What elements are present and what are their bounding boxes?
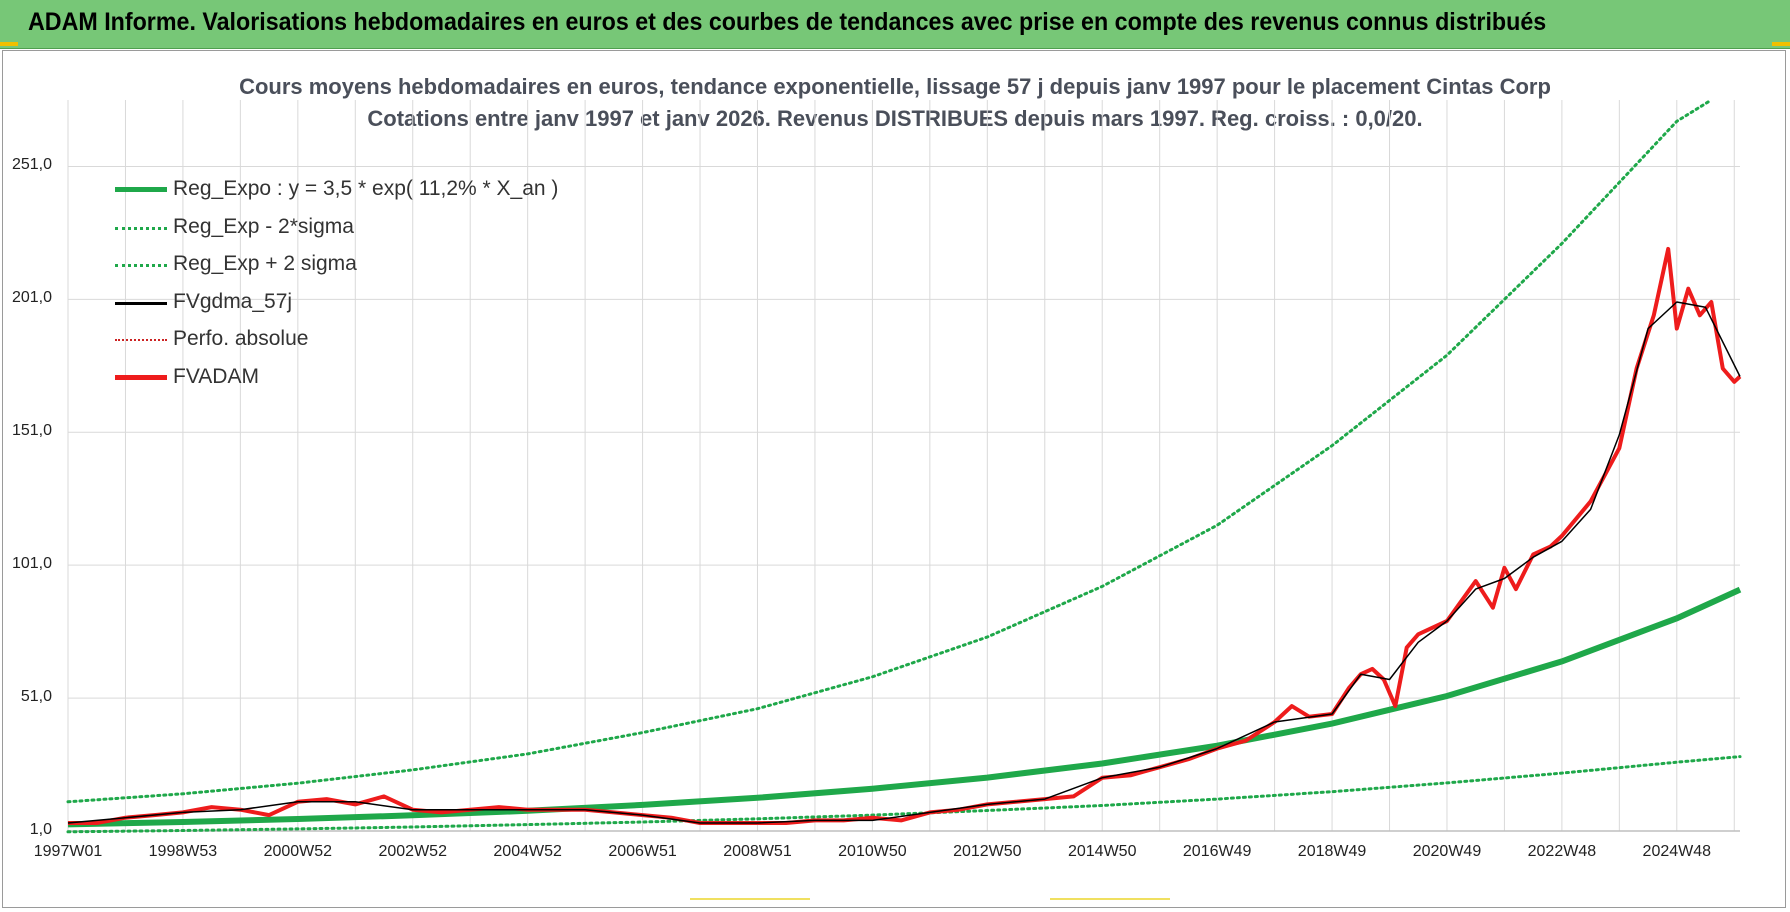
series-reg-minus — [66, 755, 1742, 834]
chart-title: Cours moyens hebdomadaires en euros, ten… — [239, 74, 1551, 99]
x-tick-label: 2024W48 — [1642, 843, 1712, 860]
legend-label-perfo: Perfo. absolue — [173, 327, 309, 350]
x-tick-label: 2012W50 — [953, 843, 1022, 860]
x-tick-label: 2010W50 — [838, 843, 907, 860]
report-banner-title: ADAM Informe. Valorisations hebdomadaire… — [28, 8, 1547, 36]
legend-swatch-fvadam — [115, 374, 167, 380]
legend-label-reg-plus: Reg_Exp + 2 sigma — [173, 252, 357, 275]
x-tick-label: 2002W52 — [378, 843, 447, 860]
legend-swatch-reg-minus — [115, 226, 167, 230]
y-tick-label: 1,0 — [29, 821, 52, 838]
x-tick-label: 2014W50 — [1067, 843, 1137, 860]
x-tick-label: 2020W49 — [1412, 843, 1482, 860]
x-tick-label: 1998W53 — [148, 843, 218, 860]
report-banner: ADAM Informe. Valorisations hebdomadaire… — [0, 0, 1790, 49]
y-tick-label: 101,0 — [11, 555, 52, 573]
legend-swatch-reg-expo — [115, 187, 167, 192]
corner-mark-left — [0, 42, 18, 46]
y-tick-label: 251,0 — [11, 156, 52, 174]
legend-label-fvgdma: FVgdma_57j — [173, 289, 293, 313]
y-tick-label: 151,0 — [11, 422, 52, 440]
y-tick-label: 51,0 — [20, 688, 52, 706]
x-tick-label: 2000W52 — [263, 843, 333, 860]
series-fvadam — [68, 246, 1742, 825]
chart-subtitle: Cotations entre janv 1997 et janv 2026. … — [367, 106, 1423, 131]
legend-label-reg-minus: Reg_Exp - 2*sigma — [173, 214, 354, 238]
series-reg-expo — [67, 586, 1742, 828]
x-tick-label: 2018W49 — [1297, 843, 1367, 860]
legend-label-reg-expo: Reg_Expo : y = 3,5 * exp( 11,2% * X_an ) — [173, 177, 559, 200]
x-tick-label: 1997W01 — [33, 843, 103, 860]
legend-swatch-fvgdma — [115, 301, 167, 305]
corner-mark-right — [1772, 42, 1790, 46]
footer-mark-1 — [690, 898, 810, 900]
chart-frame — [2, 50, 1786, 908]
x-tick-label: 2022W48 — [1527, 843, 1597, 860]
legend-label-fvadam: FVADAM — [173, 364, 259, 388]
legend-swatch-reg-plus — [115, 264, 167, 267]
x-tick-label: 2006W51 — [608, 843, 677, 860]
legend-swatch-perfo — [115, 339, 167, 341]
y-tick-label: 201,0 — [11, 289, 52, 307]
footer-mark-2 — [1050, 898, 1170, 900]
x-tick-label: 2016W49 — [1182, 843, 1252, 860]
x-tick-label: 2004W52 — [493, 843, 562, 860]
x-tick-label: 2008W51 — [723, 843, 792, 860]
series-reg-plus — [66, 98, 1713, 804]
series-fvgdma — [67, 301, 1741, 824]
